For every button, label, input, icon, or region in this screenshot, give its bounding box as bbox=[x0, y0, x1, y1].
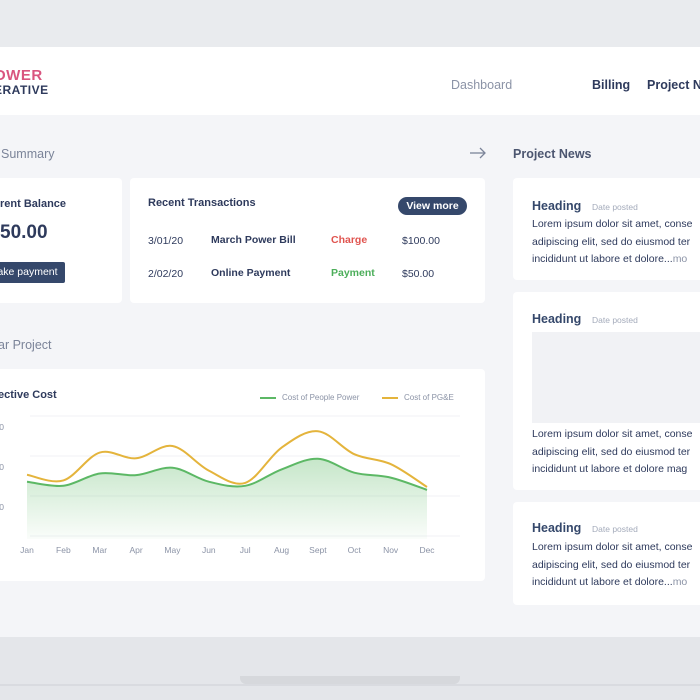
nav-billing[interactable]: Billing bbox=[592, 78, 631, 92]
x-tick-label: Sept bbox=[309, 545, 327, 555]
news-line: Lorem ipsum dolor sit amet, conse bbox=[532, 218, 693, 230]
top-navbar: OWER ERATIVE Dashboard Billing Project N bbox=[0, 47, 700, 115]
balance-label: rent Balance bbox=[0, 198, 67, 210]
news-body: Lorem ipsum dolor sit amet, conse adipis… bbox=[532, 539, 700, 592]
line-people-power bbox=[26, 457, 428, 491]
view-more-button[interactable]: View more bbox=[398, 197, 467, 215]
x-tick-label: Aug bbox=[274, 545, 289, 555]
news-line: Lorem ipsum dolor sit amet, conse bbox=[532, 428, 693, 440]
news-image-placeholder bbox=[532, 332, 700, 423]
project-title: ar Project bbox=[0, 338, 52, 352]
make-payment-button[interactable]: ake payment bbox=[0, 262, 65, 283]
x-tick-label: Nov bbox=[383, 545, 399, 555]
x-tick-label: Jun bbox=[202, 545, 216, 555]
y-tick-label: 50 bbox=[0, 502, 4, 512]
x-tick-label: Apr bbox=[129, 545, 142, 555]
news-body: Lorem ipsum dolor sit amet, conse adipis… bbox=[532, 426, 700, 479]
x-tick-label: Mar bbox=[92, 545, 107, 555]
summary-title: Summary bbox=[1, 147, 55, 161]
brand-line-2: ERATIVE bbox=[0, 83, 49, 97]
news-line: incididunt ut labore et dolore mag bbox=[532, 463, 688, 475]
news-body: Lorem ipsum dolor sit amet, conse adipis… bbox=[532, 216, 700, 269]
news-card[interactable]: Heading Date posted Lorem ipsum dolor si… bbox=[513, 292, 700, 490]
y-tick-label: 200 bbox=[0, 422, 4, 432]
news-line: Lorem ipsum dolor sit amet, conse bbox=[532, 541, 693, 553]
device-bezel-bottom bbox=[0, 637, 700, 700]
balance-card: rent Balance 50.00 ake payment bbox=[0, 178, 122, 303]
app-screen: OWER ERATIVE Dashboard Billing Project N… bbox=[0, 47, 700, 637]
legend-pge: Cost of PG&E bbox=[382, 393, 454, 402]
news-heading: Heading bbox=[532, 521, 582, 535]
y-tick-label: 100 bbox=[0, 462, 4, 472]
transactions-card: Recent Transactions View more 3/01/20 Ma… bbox=[130, 178, 485, 303]
nav-project-news[interactable]: Project N bbox=[647, 78, 700, 92]
news-line-text: incididunt ut labore et dolore... bbox=[532, 253, 673, 265]
device-base-notch bbox=[240, 676, 460, 684]
x-tick-label: Jan bbox=[20, 545, 34, 555]
cost-chart: 200 100 50 Jan Feb Mar Apr May Jun Jul Aug Sept Oct… bbox=[0, 415, 460, 555]
news-line-text: incididunt ut labore et dolore... bbox=[532, 576, 673, 588]
legend-label: Cost of People Power bbox=[282, 393, 360, 402]
area-people-power bbox=[27, 458, 427, 539]
news-line: adipiscing elit, sed do eiusmod ter bbox=[532, 235, 691, 248]
balance-amount: 50.00 bbox=[0, 222, 48, 243]
news-date: Date posted bbox=[592, 524, 638, 534]
legend-swatch bbox=[382, 396, 398, 399]
news-heading: Heading bbox=[532, 312, 582, 326]
x-tick-label: May bbox=[164, 545, 181, 555]
device-bezel-top bbox=[0, 0, 700, 47]
tx-name: March Power Bill bbox=[211, 234, 296, 246]
tx-amount: $100.00 bbox=[402, 235, 440, 247]
legend-people-power: Cost of People Power bbox=[260, 393, 359, 402]
transactions-title: Recent Transactions bbox=[148, 197, 256, 209]
news-line: incididunt ut labore et dolore...mo bbox=[532, 574, 700, 592]
news-date: Date posted bbox=[592, 202, 638, 212]
legend-label: Cost of PG&E bbox=[404, 393, 454, 402]
legend-swatch bbox=[260, 396, 276, 399]
x-tick-label: Dec bbox=[419, 545, 435, 555]
news-card[interactable]: Heading Date posted Lorem ipsum dolor si… bbox=[513, 502, 700, 605]
x-tick-label: Jul bbox=[240, 545, 251, 555]
tx-date: 2/02/20 bbox=[148, 268, 184, 280]
brand-logo[interactable]: OWER ERATIVE bbox=[0, 67, 49, 97]
read-more-link[interactable]: mo bbox=[672, 253, 688, 265]
chart-card: ective Cost Cost of People Power Cost of… bbox=[0, 369, 485, 581]
tx-type: Payment bbox=[331, 267, 375, 279]
news-line: adipiscing elit, sed do eiusmod ter bbox=[532, 445, 691, 458]
nav-dashboard[interactable]: Dashboard bbox=[451, 78, 513, 92]
news-heading: Heading bbox=[532, 199, 582, 213]
arrow-right-icon[interactable] bbox=[469, 147, 487, 159]
chart-title: ective Cost bbox=[0, 389, 57, 401]
news-card[interactable]: Heading Date posted Lorem ipsum dolor si… bbox=[513, 178, 700, 280]
line-pge bbox=[26, 430, 428, 488]
x-tick-label: Oct bbox=[348, 545, 362, 555]
brand-line-1: OWER bbox=[0, 67, 43, 84]
tx-amount: $50.00 bbox=[402, 268, 435, 280]
tx-name: Online Payment bbox=[211, 267, 291, 279]
project-news-title: Project News bbox=[513, 147, 592, 161]
news-date: Date posted bbox=[592, 315, 638, 325]
tx-type: Charge bbox=[331, 234, 368, 246]
device-base bbox=[0, 684, 700, 686]
news-line: adipiscing elit, sed do eiusmod ter bbox=[532, 558, 691, 571]
read-more-link[interactable]: mo bbox=[672, 576, 688, 588]
tx-date: 3/01/20 bbox=[148, 235, 184, 247]
news-line: incididunt ut labore et dolore...mo bbox=[532, 251, 700, 269]
x-tick-label: Feb bbox=[56, 545, 71, 555]
